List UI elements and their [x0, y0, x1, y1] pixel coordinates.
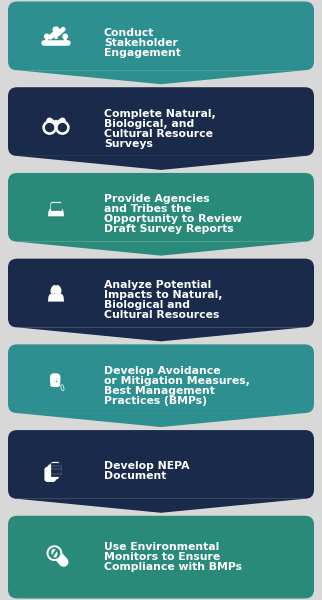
Circle shape — [58, 124, 66, 131]
Text: Analyze Potential: Analyze Potential — [104, 280, 211, 290]
Text: Complete Natural,: Complete Natural, — [104, 109, 216, 119]
Text: Conduct: Conduct — [104, 28, 154, 38]
FancyBboxPatch shape — [47, 464, 59, 479]
Circle shape — [43, 121, 56, 134]
Circle shape — [56, 295, 59, 298]
Text: Biological, and: Biological, and — [104, 119, 194, 128]
FancyBboxPatch shape — [53, 125, 59, 129]
Circle shape — [59, 295, 62, 298]
Text: Develop NEPA: Develop NEPA — [104, 461, 190, 472]
Circle shape — [47, 546, 62, 560]
Circle shape — [59, 209, 62, 212]
FancyBboxPatch shape — [8, 173, 314, 242]
FancyBboxPatch shape — [8, 1, 314, 70]
Text: Cultural Resources: Cultural Resources — [104, 310, 219, 320]
FancyBboxPatch shape — [8, 430, 314, 499]
Text: or Mitigation Measures,: or Mitigation Measures, — [104, 376, 250, 386]
Text: Develop Avoidance: Develop Avoidance — [104, 366, 221, 376]
FancyBboxPatch shape — [52, 377, 58, 383]
Ellipse shape — [50, 383, 61, 387]
Circle shape — [53, 27, 59, 32]
Text: Cultural Resource: Cultural Resource — [104, 128, 213, 139]
Polygon shape — [64, 39, 67, 43]
Text: Opportunity to Review: Opportunity to Review — [104, 214, 242, 224]
Ellipse shape — [51, 285, 57, 294]
Text: and Tribes the: and Tribes the — [104, 204, 191, 214]
Polygon shape — [17, 242, 305, 256]
Polygon shape — [17, 156, 305, 170]
Polygon shape — [17, 499, 305, 513]
FancyBboxPatch shape — [8, 516, 314, 598]
Circle shape — [56, 121, 69, 134]
Text: Monitors to Ensure: Monitors to Ensure — [104, 552, 220, 562]
FancyBboxPatch shape — [44, 467, 56, 482]
Ellipse shape — [61, 385, 64, 391]
Polygon shape — [58, 462, 62, 466]
FancyBboxPatch shape — [8, 259, 314, 328]
Polygon shape — [48, 296, 64, 302]
Ellipse shape — [51, 549, 58, 557]
Polygon shape — [17, 328, 305, 341]
Circle shape — [56, 209, 59, 212]
Text: Practices (BMPs): Practices (BMPs) — [104, 396, 207, 406]
Polygon shape — [17, 70, 305, 84]
Polygon shape — [17, 413, 305, 427]
Text: Draft Survey Reports: Draft Survey Reports — [104, 224, 234, 234]
Polygon shape — [54, 33, 58, 39]
Ellipse shape — [61, 385, 64, 391]
Text: Compliance with BMPs: Compliance with BMPs — [104, 562, 242, 572]
Circle shape — [49, 548, 60, 559]
Circle shape — [53, 209, 56, 212]
Circle shape — [50, 295, 53, 298]
Circle shape — [45, 34, 49, 38]
Text: Surveys: Surveys — [104, 139, 153, 149]
Polygon shape — [45, 39, 48, 43]
Text: Use Environmental: Use Environmental — [104, 542, 219, 552]
Text: Stakeholder: Stakeholder — [104, 38, 178, 48]
Text: Impacts to Natural,: Impacts to Natural, — [104, 290, 223, 300]
FancyBboxPatch shape — [51, 202, 62, 211]
Text: Biological and: Biological and — [104, 300, 190, 310]
FancyBboxPatch shape — [8, 87, 314, 156]
Text: Engagement: Engagement — [104, 48, 181, 58]
FancyBboxPatch shape — [8, 344, 314, 413]
Polygon shape — [48, 211, 64, 216]
FancyBboxPatch shape — [50, 373, 61, 385]
Circle shape — [63, 34, 67, 38]
Text: Document: Document — [104, 472, 166, 481]
Ellipse shape — [55, 285, 62, 294]
Circle shape — [50, 209, 53, 212]
Text: Best Management: Best Management — [104, 386, 215, 396]
Circle shape — [46, 124, 53, 131]
Circle shape — [53, 295, 56, 298]
Text: Provide Agencies: Provide Agencies — [104, 194, 210, 204]
FancyBboxPatch shape — [51, 462, 62, 477]
FancyBboxPatch shape — [54, 120, 58, 122]
